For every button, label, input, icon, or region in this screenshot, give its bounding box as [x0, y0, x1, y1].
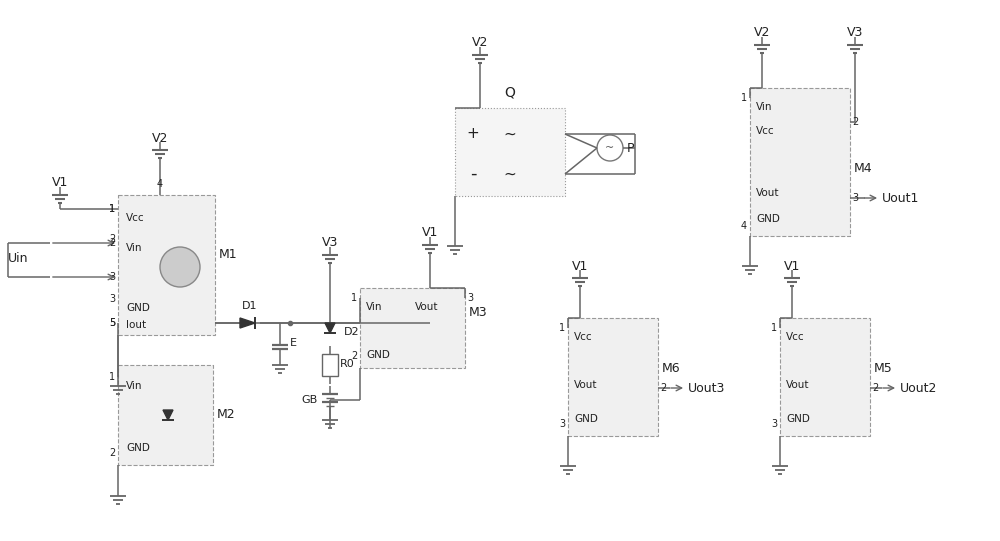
Text: 1: 1: [109, 204, 115, 214]
Text: 2: 2: [109, 234, 115, 244]
Text: 1: 1: [771, 323, 777, 333]
Text: GND: GND: [126, 443, 150, 453]
Bar: [455, 108, 565, 196]
Text: 2: 2: [660, 383, 666, 393]
Text: V3: V3: [322, 236, 338, 249]
Text: GND: GND: [786, 414, 810, 424]
Text: Uin: Uin: [8, 252, 28, 265]
Text: 2: 2: [109, 448, 115, 458]
Text: V1: V1: [784, 260, 800, 273]
Text: 3: 3: [109, 294, 115, 304]
Text: 3: 3: [559, 419, 565, 429]
Text: 2: 2: [852, 117, 858, 127]
Text: 1: 1: [351, 293, 357, 303]
Text: V2: V2: [472, 36, 488, 49]
Text: Vcc: Vcc: [786, 332, 805, 342]
Text: V2: V2: [754, 27, 770, 39]
Text: R0: R0: [340, 359, 355, 369]
Circle shape: [160, 247, 200, 287]
Text: 1: 1: [109, 372, 115, 382]
Text: D2: D2: [344, 327, 360, 337]
Text: GND: GND: [126, 303, 150, 313]
Text: Vout: Vout: [574, 380, 598, 390]
Bar: [360, 288, 465, 368]
Text: GND: GND: [756, 214, 780, 224]
Text: V3: V3: [847, 27, 863, 39]
Text: 4: 4: [741, 221, 747, 231]
Bar: [568, 318, 658, 436]
Text: Iout: Iout: [126, 320, 146, 330]
Text: Vin: Vin: [366, 302, 382, 312]
Text: Uout3: Uout3: [688, 381, 725, 394]
Text: 3: 3: [852, 193, 858, 203]
Text: ~: ~: [504, 167, 516, 181]
Text: Vcc: Vcc: [756, 126, 775, 136]
Text: Vin: Vin: [126, 243, 143, 253]
Text: 1: 1: [559, 323, 565, 333]
Text: M2: M2: [217, 408, 236, 421]
Text: GB: GB: [302, 395, 318, 405]
Text: 3: 3: [467, 293, 473, 303]
Text: 3: 3: [771, 419, 777, 429]
Text: Vin: Vin: [126, 381, 143, 391]
Text: Vout: Vout: [415, 302, 438, 312]
Bar: [118, 365, 213, 465]
Text: -: -: [470, 165, 476, 183]
Text: GND: GND: [574, 414, 598, 424]
Text: 5: 5: [109, 318, 115, 328]
Text: M5: M5: [874, 361, 893, 374]
Polygon shape: [163, 410, 173, 420]
Text: 3: 3: [109, 272, 115, 282]
Text: P: P: [627, 142, 635, 155]
Text: Q: Q: [505, 86, 515, 100]
Polygon shape: [240, 318, 255, 328]
Text: 2: 2: [872, 383, 878, 393]
Polygon shape: [325, 323, 335, 333]
Text: Vout: Vout: [786, 380, 810, 390]
Text: M6: M6: [662, 361, 681, 374]
Text: E: E: [290, 338, 297, 348]
Text: 2: 2: [351, 351, 357, 361]
Bar: [780, 318, 870, 436]
Text: Vcc: Vcc: [574, 332, 593, 342]
Text: V1: V1: [572, 260, 588, 273]
Bar: [322, 354, 338, 376]
Text: 2: 2: [109, 238, 115, 248]
Text: V2: V2: [152, 131, 168, 144]
Bar: [118, 195, 215, 335]
Text: 5: 5: [109, 318, 115, 328]
Bar: [750, 88, 850, 236]
Text: Vout: Vout: [756, 188, 780, 198]
Text: V1: V1: [52, 176, 68, 189]
Text: V1: V1: [422, 227, 438, 240]
Text: Uout1: Uout1: [882, 192, 919, 204]
Text: +: +: [467, 127, 479, 142]
Text: 4: 4: [157, 179, 163, 189]
Text: Vin: Vin: [756, 102, 772, 112]
Text: GND: GND: [366, 350, 390, 360]
Text: M4: M4: [854, 162, 873, 175]
Text: 1: 1: [741, 93, 747, 103]
Text: Uout2: Uout2: [900, 381, 937, 394]
Text: D1: D1: [242, 301, 258, 311]
Text: M1: M1: [219, 248, 238, 261]
Text: Vcc: Vcc: [126, 213, 145, 223]
Text: M3: M3: [469, 306, 488, 319]
Text: ~: ~: [605, 143, 615, 153]
Text: 1: 1: [109, 204, 115, 214]
Text: ~: ~: [504, 127, 516, 142]
